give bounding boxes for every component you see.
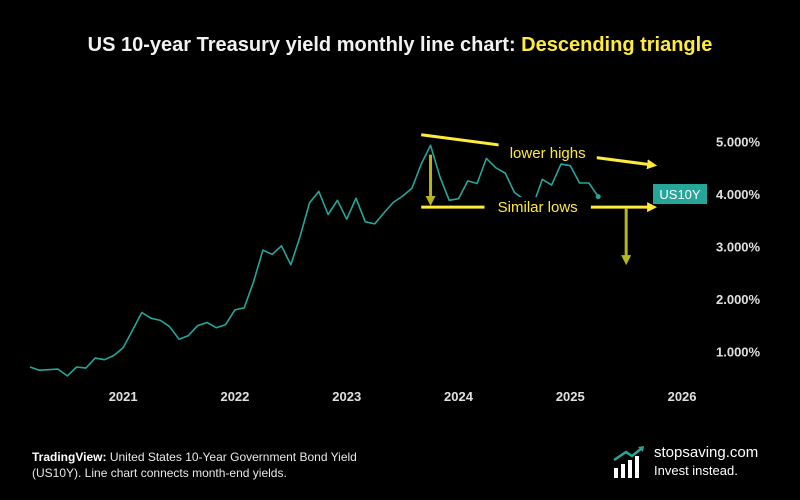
x-tick-label: 2022 [220,389,249,404]
y-tick-label: 1.000% [716,344,761,359]
chart-title-highlight: Descending triangle [521,34,713,56]
x-tick-label: 2024 [444,389,474,404]
series-last-point [595,194,601,200]
brand-tagline: Invest instead. [654,463,738,478]
annotation-label-bg [498,142,597,163]
x-tick-label: 2021 [109,389,138,404]
x-tick-label: 2026 [668,389,697,404]
brand-logo: stopsaving.com Invest instead. [612,440,792,490]
price-badge-label: US10Y [659,187,701,202]
y-tick-label: 3.000% [716,239,761,254]
annotation-label: lower highs [510,145,586,162]
caption-source: TradingView: [32,450,107,464]
series-line [29,144,599,377]
bar-chart-arrow-icon [613,446,644,478]
y-tick-label: 2.000% [716,292,761,307]
source-caption: TradingView: United States 10-Year Gover… [32,449,392,481]
x-tick-label: 2023 [332,389,361,404]
annotation-label-bg [484,197,591,218]
chart-title: US 10-year Treasury yield monthly line c… [0,34,800,57]
chart-title-prefix: US 10-year Treasury yield monthly line c… [87,34,522,56]
x-tick-label: 2025 [556,389,585,404]
caption-text: United States 10-Year Government Bond Yi… [32,450,357,480]
y-tick-label: 4.000% [716,187,761,202]
y-tick-label: 5.000% [716,135,761,150]
brand-name: stopsaving.com [654,444,759,461]
annotation-label: Similar lows [498,199,578,216]
price-badge [653,184,707,205]
